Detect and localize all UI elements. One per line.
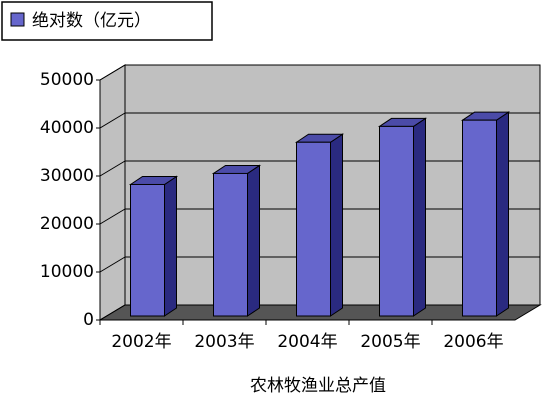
grid-line: [99, 304, 126, 321]
grid-line: [99, 208, 126, 225]
grid-line: [99, 112, 126, 129]
grid-line: [99, 256, 126, 273]
grid-line: [99, 64, 126, 81]
x-tick-label: 2003年: [194, 332, 254, 352]
bar: [462, 119, 497, 317]
bar: [296, 141, 331, 317]
x-axis-title: 农林牧渔业总产值: [250, 376, 386, 396]
y-tick-label: 50000: [40, 70, 94, 90]
bar-side: [330, 133, 343, 317]
y-tick-label: 20000: [40, 214, 94, 234]
x-tick-label: 2002年: [111, 332, 171, 352]
x-tick-label: 2004年: [277, 332, 337, 352]
bar-side: [247, 164, 260, 317]
bar: [379, 125, 414, 317]
legend-label: 绝对数（亿元）: [32, 11, 151, 31]
side-wall: [99, 64, 126, 321]
x-tick-label: 2005年: [360, 332, 420, 352]
x-tick-label: 2006年: [443, 332, 503, 352]
y-tick-label: 40000: [40, 118, 94, 138]
bar-side: [164, 175, 177, 317]
bar-side: [496, 111, 509, 317]
grid-line: [99, 160, 126, 177]
bar: [213, 172, 248, 317]
legend: [1, 1, 213, 41]
bar-side: [413, 117, 426, 317]
bar: [130, 183, 165, 317]
y-tick-label: 30000: [40, 166, 94, 186]
legend-swatch: [10, 12, 25, 27]
y-tick-label: 0: [83, 310, 94, 330]
y-tick-label: 10000: [40, 262, 94, 282]
